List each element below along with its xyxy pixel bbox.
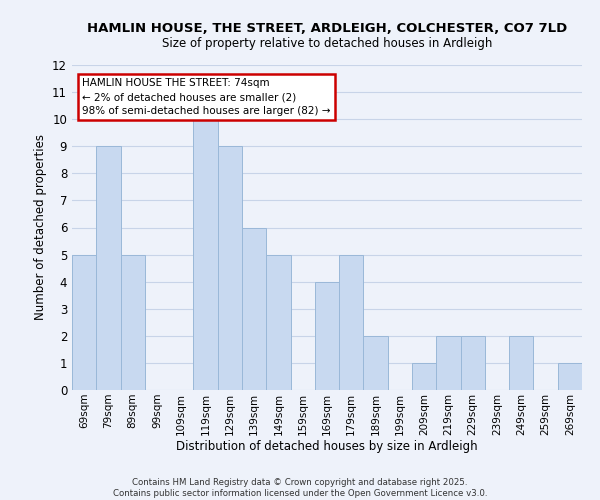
Bar [461,336,485,390]
Y-axis label: Number of detached properties: Number of detached properties [34,134,47,320]
Bar [72,254,96,390]
Bar [121,254,145,390]
Bar [96,146,121,390]
Bar [436,336,461,390]
Bar [558,363,582,390]
Bar [242,228,266,390]
Bar [193,119,218,390]
Bar [412,363,436,390]
Bar [315,282,339,390]
Text: Size of property relative to detached houses in Ardleigh: Size of property relative to detached ho… [162,38,492,51]
Bar [266,254,290,390]
Text: HAMLIN HOUSE THE STREET: 74sqm
← 2% of detached houses are smaller (2)
98% of se: HAMLIN HOUSE THE STREET: 74sqm ← 2% of d… [82,78,331,116]
Bar [364,336,388,390]
Bar [218,146,242,390]
Bar [339,254,364,390]
Text: Contains HM Land Registry data © Crown copyright and database right 2025.
Contai: Contains HM Land Registry data © Crown c… [113,478,487,498]
Text: HAMLIN HOUSE, THE STREET, ARDLEIGH, COLCHESTER, CO7 7LD: HAMLIN HOUSE, THE STREET, ARDLEIGH, COLC… [87,22,567,36]
X-axis label: Distribution of detached houses by size in Ardleigh: Distribution of detached houses by size … [176,440,478,454]
Bar [509,336,533,390]
